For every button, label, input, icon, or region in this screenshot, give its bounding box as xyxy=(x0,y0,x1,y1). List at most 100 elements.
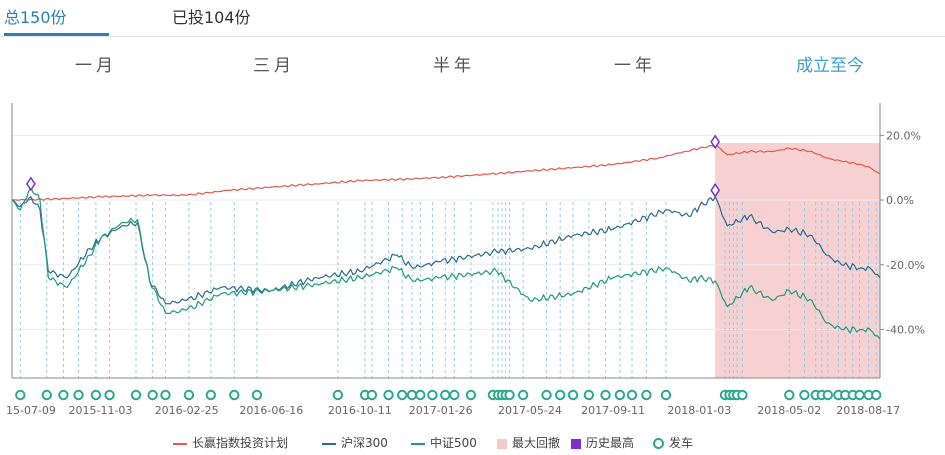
buy-marker-5 xyxy=(104,389,115,401)
max-drawdown-area xyxy=(715,143,880,378)
y-tick-label-3: -40.0% xyxy=(886,323,925,336)
buy-marker-45 xyxy=(799,389,810,401)
legend-line-hs300-icon xyxy=(322,442,336,445)
active-tab-indicator xyxy=(4,33,109,36)
legend-label-drawdown: 最大回撤 xyxy=(512,436,561,450)
legend-item-buy[interactable]: 发车 xyxy=(653,434,693,451)
buy-marker-52 xyxy=(854,389,865,401)
x-tick-label-8: 2018-01-03 xyxy=(667,404,731,417)
series-line-plan xyxy=(11,144,881,201)
series-line-hs300 xyxy=(11,196,881,305)
legend-label-peak: 历史最高 xyxy=(586,436,635,450)
legend-label-hs300: 沪深300 xyxy=(341,436,388,450)
buy-marker-2 xyxy=(58,389,69,401)
y-tick-labels-group: 20.0% 0.0% -20.0% -40.0% xyxy=(886,129,925,336)
buy-marker-29 xyxy=(517,389,529,401)
legend-item-zz500[interactable]: 中证500 xyxy=(411,434,477,451)
period-since-inception[interactable]: 成立至今 xyxy=(796,56,864,76)
legend-line-plan-icon xyxy=(173,442,187,445)
y-tick-label-2: -20.0% xyxy=(886,259,925,272)
buy-marker-18 xyxy=(406,389,418,401)
legend-item-hs300[interactable]: 沪深300 xyxy=(322,434,388,451)
peak-marker-0 xyxy=(26,176,36,192)
max-drawdown-area-group xyxy=(715,143,880,378)
legend-item-drawdown[interactable]: 最大回撤 xyxy=(497,434,560,451)
period-selector: 一月 三月 半年 一年 成立至今 xyxy=(0,36,945,80)
series-line-zz500 xyxy=(11,186,881,340)
buy-marker-31 xyxy=(554,389,566,401)
tab-invested-shares[interactable]: 已投104份 xyxy=(172,8,251,27)
buy-marker-48 xyxy=(822,389,834,401)
x-tick-label-7: 2017-09-11 xyxy=(581,404,645,417)
buy-marker-7 xyxy=(147,389,158,401)
buy-marker-13 xyxy=(332,389,344,401)
y-tick-label-1: 0.0% xyxy=(886,194,914,207)
buy-marker-0 xyxy=(15,389,26,401)
grid-group xyxy=(12,134,880,330)
x-tick-label-3: 2016-06-16 xyxy=(239,404,303,417)
buy-marker-1 xyxy=(41,389,52,401)
buy-marker-22 xyxy=(449,389,460,401)
series-group xyxy=(11,144,881,340)
peak-markers-group xyxy=(26,134,721,198)
buy-marker-11 xyxy=(229,389,240,401)
legend-ring-buy-icon xyxy=(653,438,664,449)
legend-label-plan: 长赢指数投资计划 xyxy=(192,436,289,450)
buy-marker-10 xyxy=(205,389,217,401)
buy-marker-21 xyxy=(440,389,451,401)
x-tick-label-4: 2016-10-11 xyxy=(328,404,392,417)
buy-marker-16 xyxy=(383,389,394,401)
x-tick-label-5: 2017-01-26 xyxy=(409,404,473,417)
performance-chart: 15-07-09 2015-11-03 2016-02-25 2016-06-16 20… xyxy=(6,103,925,417)
buy-marker-17 xyxy=(396,389,408,401)
buy-marker-35 xyxy=(614,389,626,401)
tab-total-shares[interactable]: 总150份 xyxy=(4,8,67,27)
buy-marker-20 xyxy=(427,389,438,401)
peak-marker-1 xyxy=(710,134,721,150)
buy-marker-6 xyxy=(130,389,142,401)
buy-marker-43 xyxy=(737,389,748,401)
share-tabs: 总150份 已投104份 xyxy=(0,0,945,37)
buy-marker-9 xyxy=(183,389,195,401)
x-tick-label-1: 2015-11-03 xyxy=(68,404,132,417)
buy-marker-36 xyxy=(626,389,638,401)
x-tick-labels-group: 15-07-09 2015-11-03 2016-02-25 2016-06-16 20… xyxy=(6,404,900,417)
legend-box-peak-icon xyxy=(571,438,581,449)
buy-marker-30 xyxy=(541,389,552,401)
buy-marker-44 xyxy=(784,389,795,401)
y-tick-label-0: 20.0% xyxy=(886,129,921,142)
legend-item-peak[interactable]: 历史最高 xyxy=(571,434,634,451)
peak-marker-2 xyxy=(710,183,721,198)
buy-marker-33 xyxy=(583,389,595,401)
period-three-months[interactable]: 三月 xyxy=(253,56,295,76)
legend-item-plan[interactable]: 长赢指数投资计划 xyxy=(173,434,288,451)
buy-marker-4 xyxy=(90,389,102,401)
legend-line-zz500-icon xyxy=(411,442,425,445)
buy-marker-8 xyxy=(160,389,171,401)
buy-marker-37 xyxy=(641,389,652,401)
legend-label-zz500: 中证500 xyxy=(430,436,477,450)
x-tick-label-10: 2018-08-17 xyxy=(836,404,900,417)
x-tick-label-2: 2016-02-25 xyxy=(155,404,219,417)
buy-marker-15 xyxy=(366,389,378,401)
chart-legend: 长赢指数投资计划 沪深300 中证500 最大回撤 历史最高 发车 xyxy=(0,434,945,454)
x-tick-label-6: 2017-05-24 xyxy=(498,404,562,417)
period-one-year[interactable]: 一年 xyxy=(614,56,656,76)
period-one-month[interactable]: 一月 xyxy=(75,56,117,76)
x-tick-label-0: 15-07-09 xyxy=(6,404,56,417)
buy-marker-19 xyxy=(415,389,426,401)
buy-marker-12 xyxy=(251,389,263,401)
buy-marker-28 xyxy=(504,389,515,401)
legend-label-buy: 发车 xyxy=(669,436,694,450)
buy-marker-23 xyxy=(465,389,477,401)
buy-marker-38 xyxy=(660,389,672,401)
buy-date-lines-group xyxy=(19,202,877,378)
buy-markers-group xyxy=(15,389,882,401)
period-half-year[interactable]: 半年 xyxy=(433,56,475,76)
legend-box-drawdown-icon xyxy=(497,438,507,449)
x-tick-label-9: 2018-05-02 xyxy=(757,404,821,417)
buy-marker-3 xyxy=(73,389,84,401)
buy-marker-34 xyxy=(600,389,611,401)
axes-group xyxy=(11,103,884,379)
buy-marker-54 xyxy=(871,389,882,401)
